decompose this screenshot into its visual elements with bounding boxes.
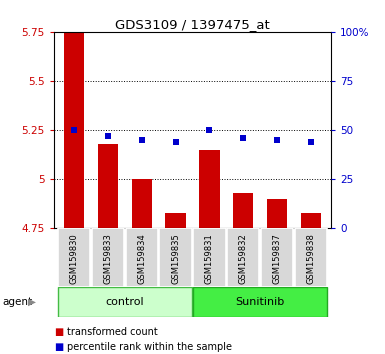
Text: GSM159831: GSM159831 bbox=[205, 233, 214, 284]
Point bbox=[240, 135, 246, 141]
Bar bbox=[295, 228, 327, 287]
Point bbox=[274, 137, 280, 143]
Bar bbox=[301, 213, 321, 228]
Bar bbox=[64, 32, 84, 228]
Text: GSM159834: GSM159834 bbox=[137, 233, 146, 284]
Bar bbox=[126, 228, 158, 287]
Bar bbox=[267, 199, 287, 228]
Text: ■: ■ bbox=[54, 342, 63, 352]
Bar bbox=[233, 193, 253, 228]
Bar bbox=[193, 228, 226, 287]
Point bbox=[206, 127, 213, 133]
Text: GSM159835: GSM159835 bbox=[171, 233, 180, 284]
Point bbox=[139, 137, 145, 143]
Bar bbox=[261, 228, 293, 287]
Bar bbox=[159, 228, 192, 287]
Text: GSM159837: GSM159837 bbox=[273, 233, 281, 284]
Bar bbox=[227, 228, 259, 287]
Text: agent: agent bbox=[2, 297, 32, 307]
Text: GSM159830: GSM159830 bbox=[70, 233, 79, 284]
Text: percentile rank within the sample: percentile rank within the sample bbox=[67, 342, 233, 352]
Text: transformed count: transformed count bbox=[67, 327, 158, 337]
Text: ▶: ▶ bbox=[28, 297, 36, 307]
Point bbox=[71, 127, 77, 133]
Bar bbox=[166, 213, 186, 228]
Text: GSM159833: GSM159833 bbox=[104, 233, 112, 284]
Bar bbox=[98, 144, 118, 228]
Bar bbox=[58, 228, 90, 287]
Title: GDS3109 / 1397475_at: GDS3109 / 1397475_at bbox=[115, 18, 270, 31]
Text: GSM159838: GSM159838 bbox=[306, 233, 315, 284]
Point bbox=[172, 139, 179, 145]
Bar bbox=[199, 150, 219, 228]
Point bbox=[308, 139, 314, 145]
Text: Sunitinib: Sunitinib bbox=[236, 297, 285, 307]
Text: ■: ■ bbox=[54, 327, 63, 337]
Point bbox=[105, 133, 111, 139]
Bar bbox=[58, 287, 192, 317]
Text: GSM159832: GSM159832 bbox=[239, 233, 248, 284]
Bar bbox=[92, 228, 124, 287]
Bar bbox=[193, 287, 327, 317]
Text: control: control bbox=[105, 297, 144, 307]
Bar bbox=[132, 179, 152, 228]
